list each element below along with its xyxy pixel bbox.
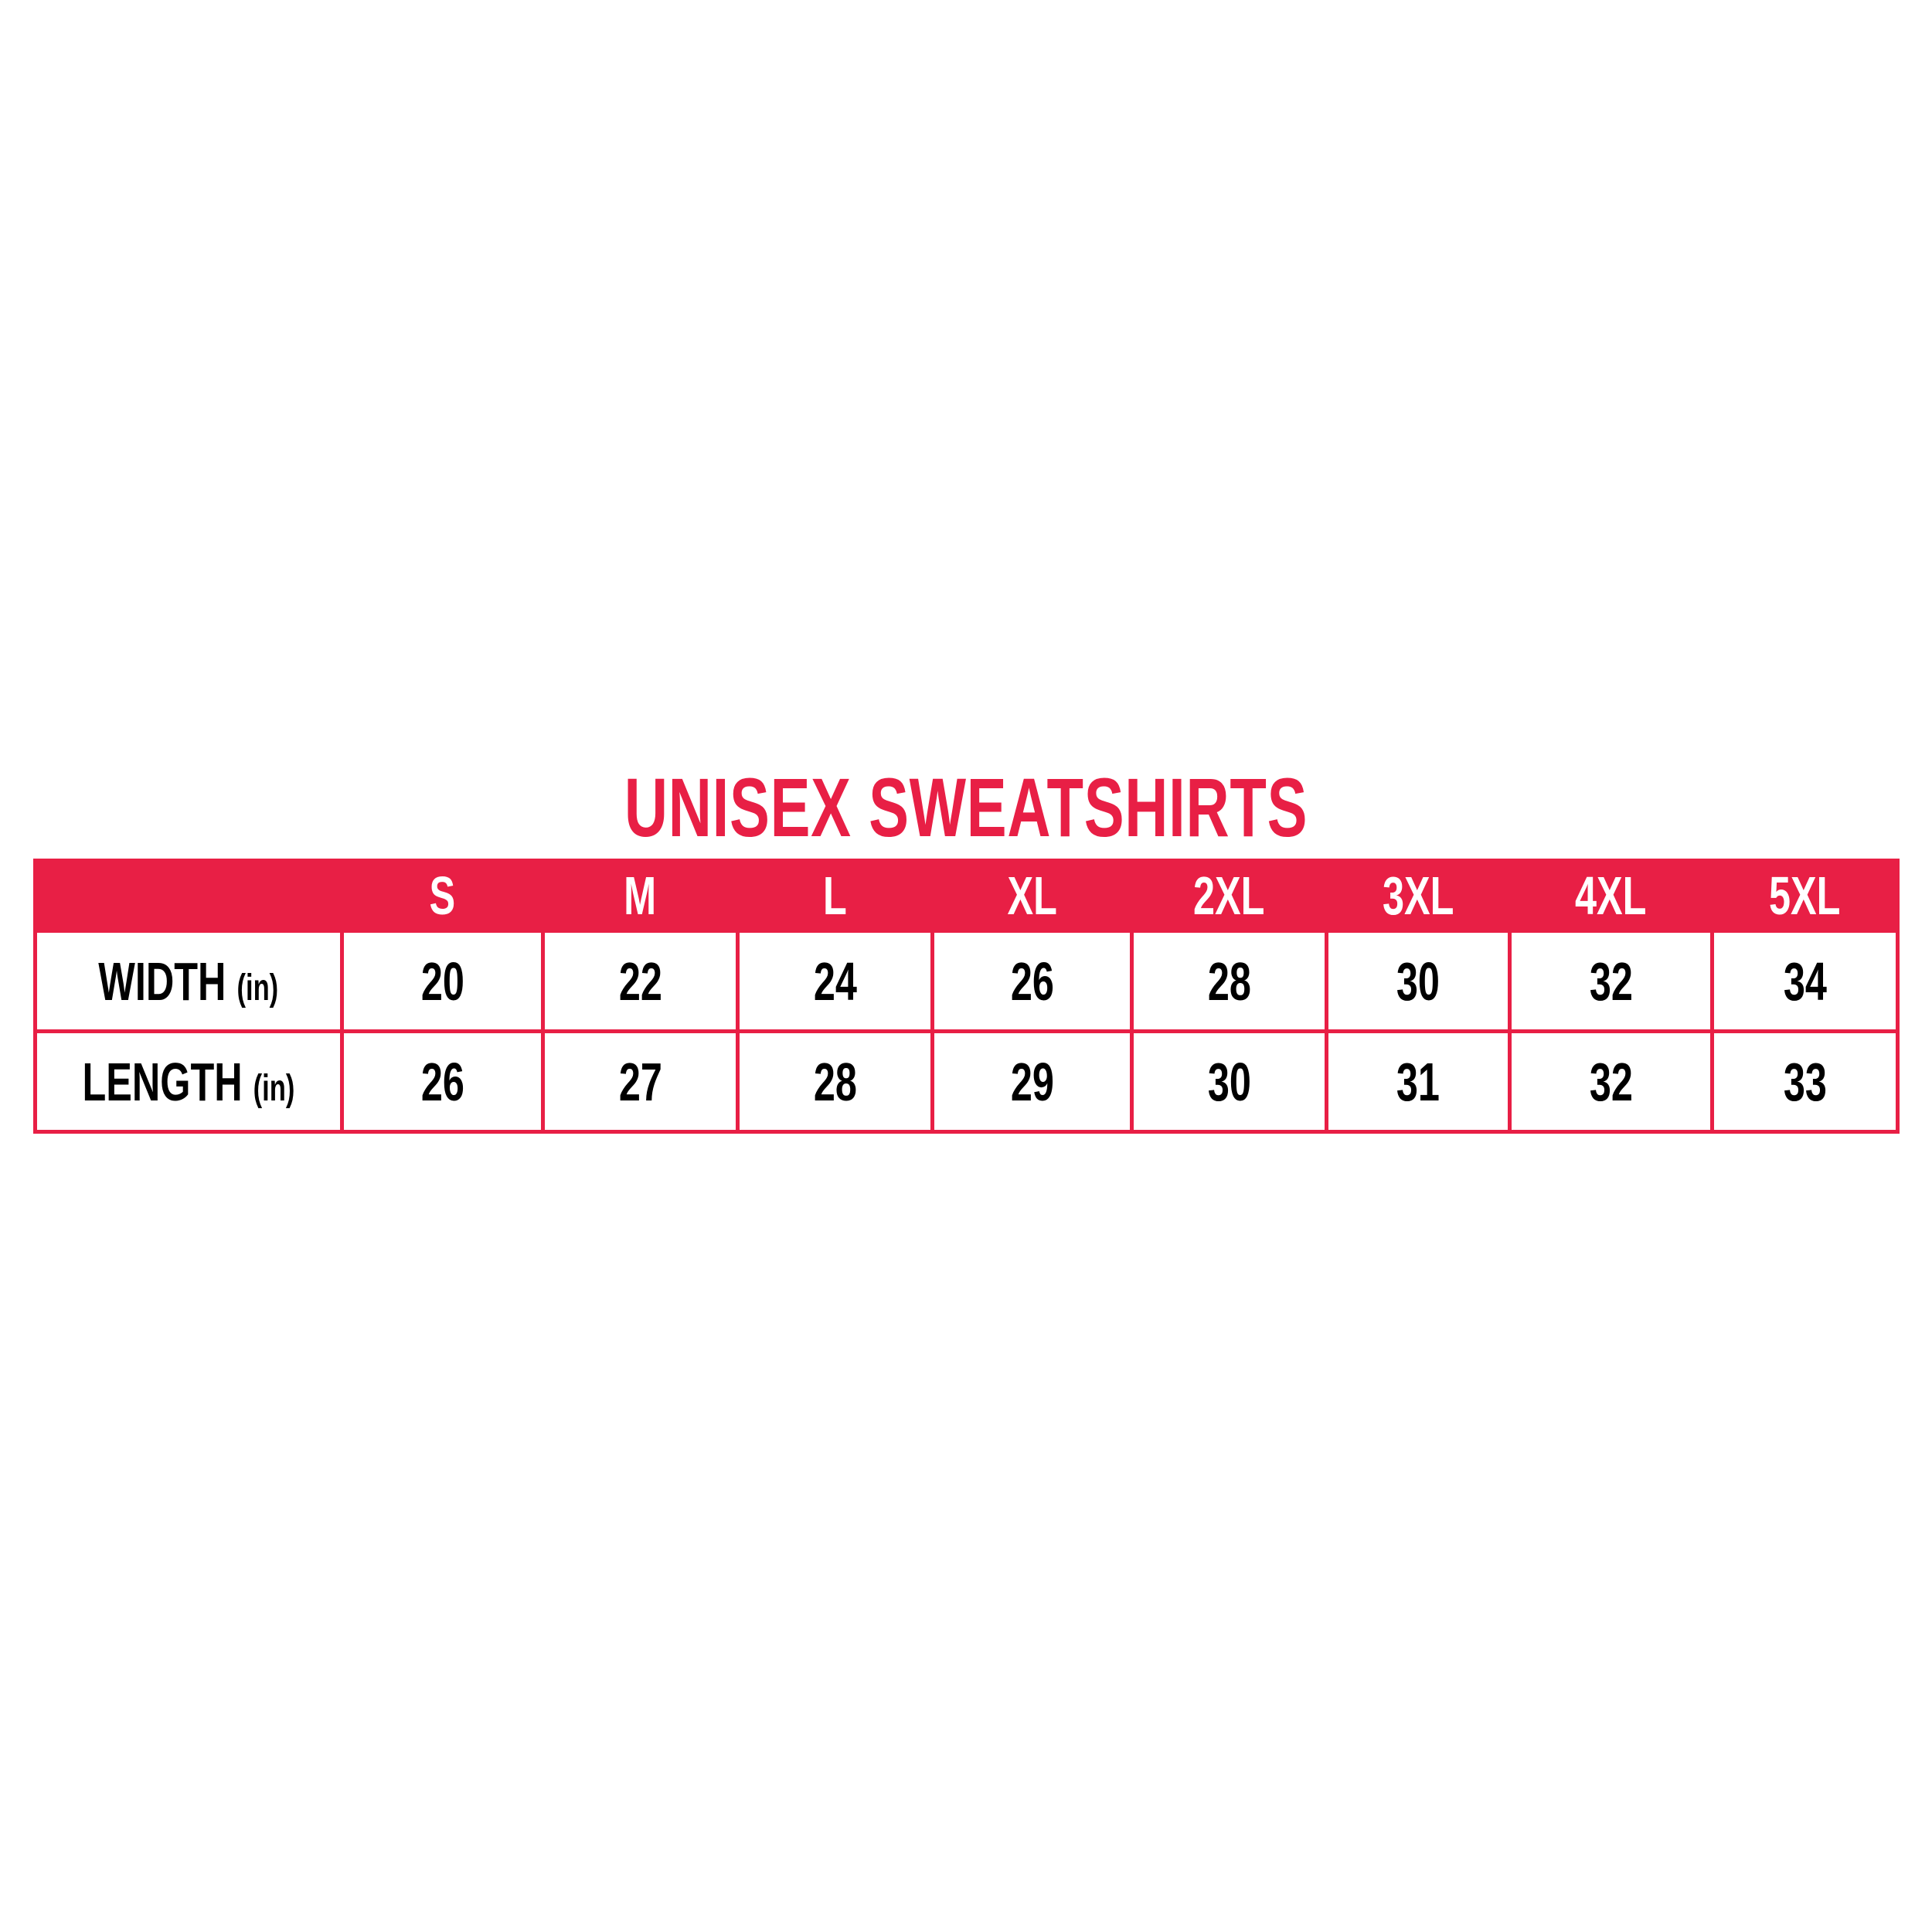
unit-label: (in)	[236, 967, 279, 1009]
measurement-value: 30	[1207, 1051, 1251, 1112]
size-header: 5XL	[1710, 859, 1900, 933]
measurement-cell: 34	[1710, 929, 1900, 1033]
row-label-text: WIDTH	[98, 951, 226, 1012]
size-label: M	[624, 866, 657, 926]
measurement-cell: 24	[736, 929, 934, 1033]
size-label: 2XL	[1193, 866, 1265, 926]
row-label-text: LENGTH	[82, 1051, 243, 1112]
measurement-value: 34	[1783, 951, 1827, 1012]
measurement-cell: 20	[340, 929, 545, 1033]
measurement-cell: 30	[1130, 1029, 1328, 1134]
row-label: WIDTH (in)	[33, 929, 344, 1033]
size-chart-table: S M L XL 2XL 3XL 4XL 5XL WIDTH (in) 20 22 2…	[33, 859, 1900, 1134]
table-row-length: LENGTH (in) 26 27 28 29 30 31 32 33	[33, 1029, 1900, 1134]
measurement-value: 24	[813, 951, 857, 1012]
size-header: S	[340, 859, 545, 933]
measurement-value: 28	[813, 1051, 857, 1112]
measurement-value: 32	[1589, 1051, 1633, 1112]
header-corner	[33, 859, 344, 933]
size-header: XL	[930, 859, 1134, 933]
measurement-value: 26	[1010, 951, 1054, 1012]
size-label: 4XL	[1575, 866, 1647, 926]
table-row-width: WIDTH (in) 20 22 24 26 28 30 32 34	[33, 929, 1900, 1033]
unit-label: (in)	[253, 1067, 295, 1109]
measurement-cell: 32	[1508, 929, 1714, 1033]
measurement-value: 30	[1396, 951, 1440, 1012]
header-row: S M L XL 2XL 3XL 4XL 5XL	[33, 859, 1900, 933]
row-label: LENGTH (in)	[33, 1029, 344, 1134]
measurement-value: 29	[1010, 1051, 1054, 1112]
measurement-cell: 28	[736, 1029, 934, 1134]
measurement-value: 26	[420, 1051, 464, 1112]
measurement-cell: 33	[1710, 1029, 1900, 1134]
size-label: S	[429, 866, 456, 926]
measurement-value: 28	[1207, 951, 1251, 1012]
measurement-cell: 26	[930, 929, 1134, 1033]
size-header: 3XL	[1325, 859, 1512, 933]
size-header: M	[541, 859, 740, 933]
measurement-value: 22	[618, 951, 662, 1012]
title-text: UNISEX SWEATSHIRTS	[624, 760, 1308, 854]
measurement-cell: 29	[930, 1029, 1134, 1134]
measurement-cell: 32	[1508, 1029, 1714, 1134]
measurement-cell: 28	[1130, 929, 1328, 1033]
measurement-cell: 22	[541, 929, 740, 1033]
measurement-cell: 30	[1325, 929, 1512, 1033]
measurement-value: 20	[420, 951, 464, 1012]
measurement-value: 33	[1783, 1051, 1827, 1112]
size-header: 4XL	[1508, 859, 1714, 933]
measurement-cell: 27	[541, 1029, 740, 1134]
size-label: L	[823, 866, 847, 926]
measurement-cell: 31	[1325, 1029, 1512, 1134]
measurement-cell: 26	[340, 1029, 545, 1134]
size-header: 2XL	[1130, 859, 1328, 933]
size-label: XL	[1007, 866, 1057, 926]
chart-title: UNISEX SWEATSHIRTS	[0, 761, 1932, 854]
size-header: L	[736, 859, 934, 933]
measurement-value: 32	[1589, 951, 1633, 1012]
size-label: 3XL	[1382, 866, 1454, 926]
measurement-value: 31	[1396, 1051, 1440, 1112]
size-label: 5XL	[1769, 866, 1841, 926]
measurement-value: 27	[618, 1051, 662, 1112]
